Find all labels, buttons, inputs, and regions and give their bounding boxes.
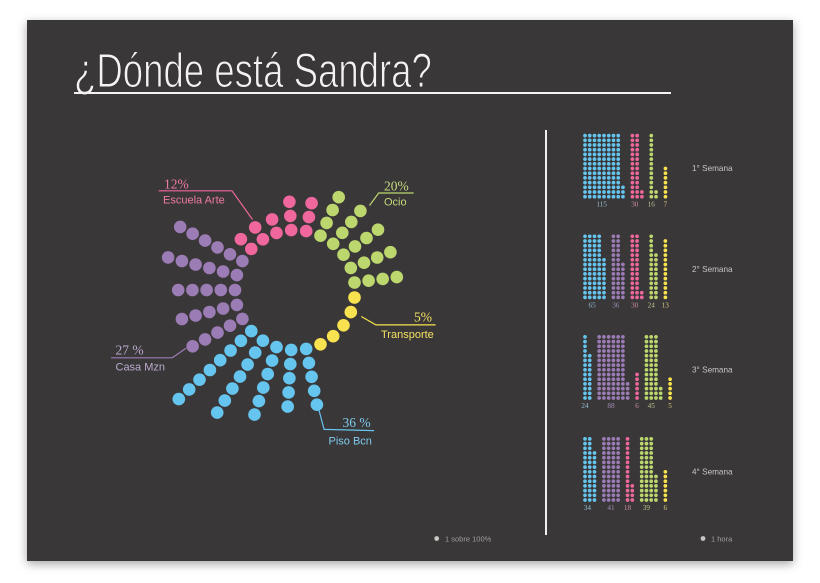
- svg-text:1° Semana: 1° Semana: [692, 164, 733, 173]
- svg-text:6: 6: [635, 402, 639, 410]
- svg-text:24: 24: [648, 301, 656, 309]
- svg-text:88: 88: [607, 402, 615, 410]
- svg-text:16: 16: [648, 201, 656, 209]
- svg-text:115: 115: [596, 201, 607, 209]
- svg-text:Ocio: Ocio: [384, 197, 407, 209]
- svg-text:13: 13: [662, 301, 670, 309]
- svg-text:36 %: 36 %: [343, 415, 371, 430]
- svg-text:45: 45: [648, 402, 656, 410]
- svg-text:30: 30: [631, 301, 639, 309]
- svg-text:65: 65: [589, 301, 597, 309]
- svg-text:5%: 5%: [414, 310, 432, 325]
- svg-text:Escuela Arte: Escuela Arte: [163, 195, 225, 207]
- svg-text:41: 41: [607, 504, 615, 512]
- svg-text:7: 7: [664, 201, 668, 209]
- svg-text:30: 30: [631, 201, 639, 209]
- svg-text:2° Semana: 2° Semana: [692, 265, 733, 274]
- svg-text:36: 36: [612, 301, 620, 309]
- svg-text:24: 24: [581, 402, 589, 410]
- svg-text:20%: 20%: [384, 179, 409, 194]
- svg-text:18: 18: [624, 504, 632, 512]
- svg-text:1 hora: 1 hora: [711, 535, 733, 544]
- svg-text:Casa Mzn: Casa Mzn: [116, 362, 166, 374]
- svg-text:Transporte: Transporte: [381, 329, 434, 341]
- svg-text:34: 34: [584, 504, 592, 512]
- svg-text:27 %: 27 %: [116, 343, 144, 358]
- svg-text:Piso Bcn: Piso Bcn: [329, 436, 372, 448]
- svg-text:5: 5: [668, 402, 672, 410]
- svg-text:4° Semana: 4° Semana: [692, 467, 733, 476]
- svg-text:12%: 12%: [164, 177, 189, 192]
- svg-text:39: 39: [643, 504, 651, 512]
- svg-text:1 sobre 100%: 1 sobre 100%: [445, 535, 492, 544]
- svg-text:6: 6: [664, 504, 668, 512]
- svg-text:3° Semana: 3° Semana: [692, 365, 733, 374]
